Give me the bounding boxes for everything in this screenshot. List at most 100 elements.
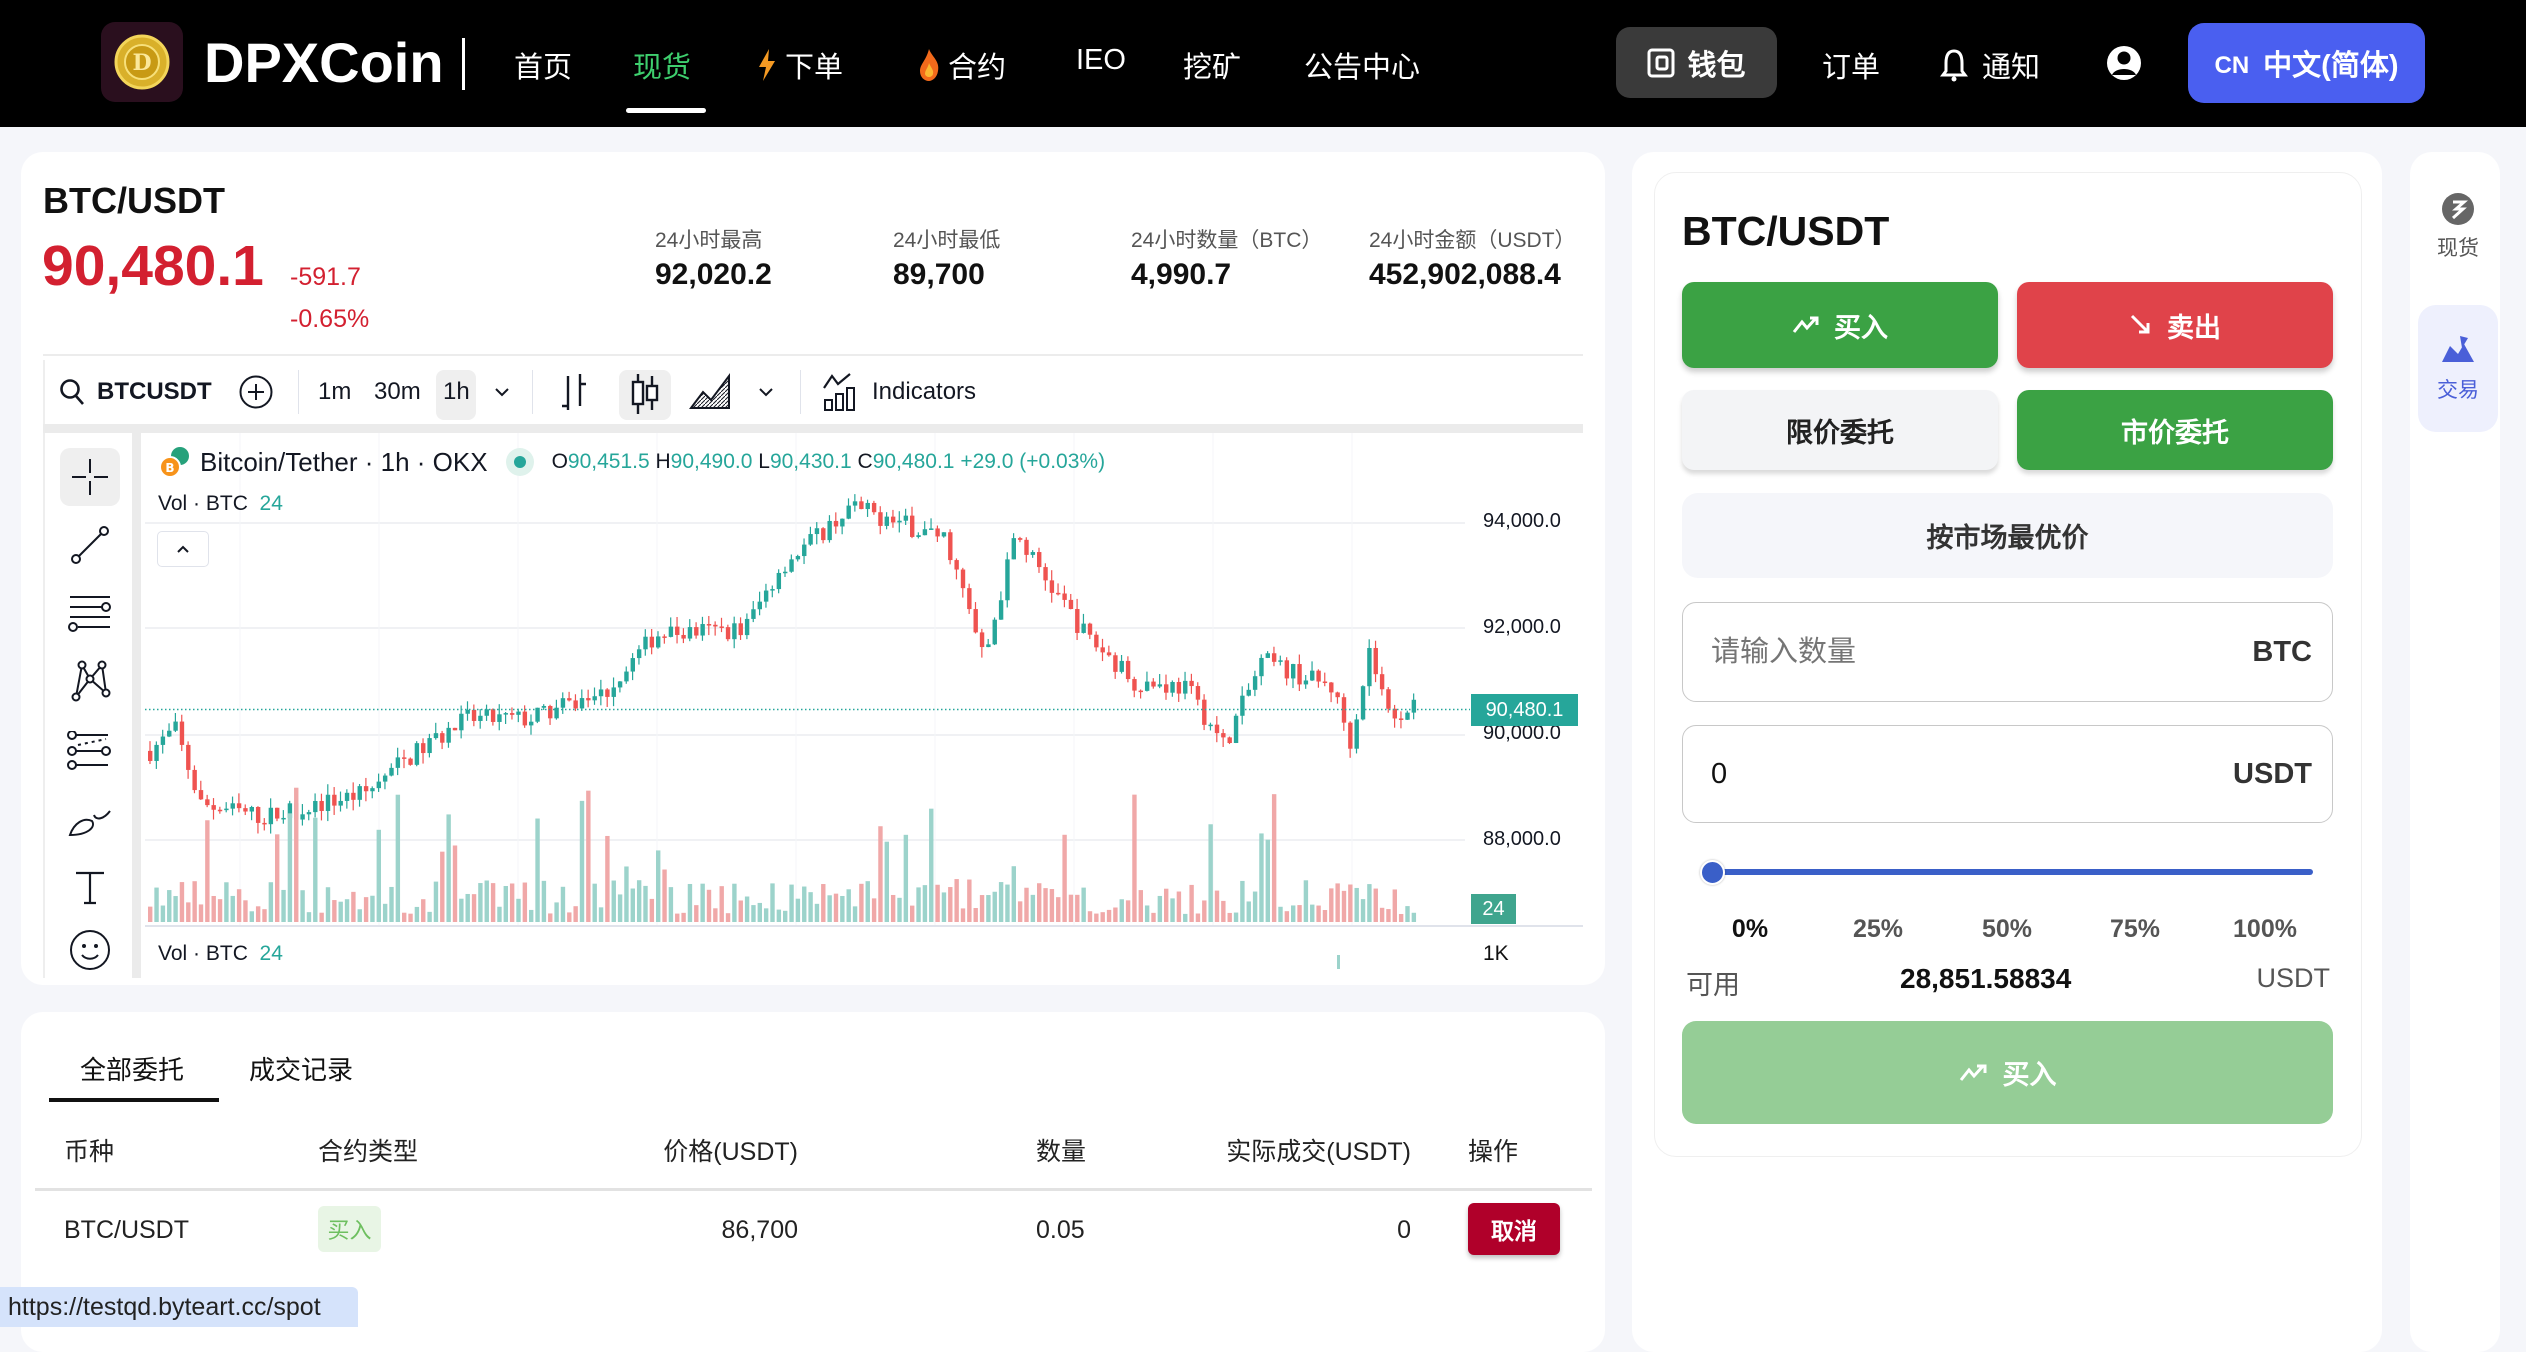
- bell-icon: [1940, 49, 1968, 82]
- volume-bar: [217, 899, 223, 922]
- crosshair-tool[interactable]: [60, 448, 120, 506]
- candle-body: [1049, 580, 1055, 593]
- percent-75[interactable]: 75%: [2109, 915, 2161, 943]
- wallet-button[interactable]: 钱包: [1616, 27, 1777, 98]
- pattern-icon: [71, 660, 111, 702]
- slider-track: [1708, 869, 2313, 875]
- candle-body: [1379, 674, 1385, 690]
- horizontal-lines-tool[interactable]: [60, 584, 120, 642]
- market-order-button[interactable]: 市价委托: [2017, 390, 2333, 470]
- chevron-down-icon[interactable]: [757, 385, 775, 399]
- indicators-button[interactable]: Indicators: [872, 378, 977, 405]
- candle-body: [1132, 679, 1137, 691]
- search-icon[interactable]: [58, 377, 86, 407]
- tab-trade-history[interactable]: 成交记录: [249, 1055, 354, 1085]
- candle-body: [554, 707, 559, 719]
- percent-0[interactable]: 0%: [1731, 915, 1769, 943]
- rail-spot[interactable]: 现货: [2418, 192, 2498, 272]
- logo-icon[interactable]: D: [101, 22, 183, 102]
- volume-bar: [1189, 884, 1194, 922]
- drawing-toolbar: [43, 433, 141, 978]
- fib-tool[interactable]: [60, 722, 120, 780]
- fibonacci-icon: [67, 731, 111, 770]
- collapse-legend-button[interactable]: [157, 531, 209, 567]
- candle-body: [148, 750, 153, 761]
- volume-bar: [1329, 888, 1334, 922]
- candle-body: [446, 727, 451, 743]
- cancel-order-button[interactable]: 取消: [1468, 1203, 1560, 1255]
- percent-25[interactable]: 25%: [1852, 915, 1904, 943]
- candles-chart-type-icon[interactable]: [628, 372, 662, 416]
- quantity-input[interactable]: BTC: [1682, 602, 2333, 702]
- trend-line-tool[interactable]: [60, 516, 120, 574]
- rail-trade[interactable]: 交易: [2418, 305, 2498, 432]
- nav-notifications[interactable]: 通知: [1940, 44, 2040, 86]
- tab-all-orders[interactable]: 全部委托: [80, 1055, 185, 1085]
- interval-1h[interactable]: 1h: [443, 378, 470, 405]
- slider-thumb[interactable]: [1700, 860, 1725, 885]
- bar-chart-type-icon[interactable]: [558, 372, 590, 412]
- nav-spot[interactable]: 现货: [633, 44, 691, 86]
- candle-body: [827, 520, 832, 541]
- interval-1m[interactable]: 1m: [318, 378, 352, 405]
- candle-body: [751, 609, 756, 619]
- volume-pane-legend: Vol · BTC 24: [158, 942, 283, 966]
- percent-50[interactable]: 50%: [1981, 915, 2033, 943]
- volume-bar: [1208, 824, 1213, 922]
- quantity-field[interactable]: [1711, 635, 2111, 669]
- emoji-tool[interactable]: [60, 926, 120, 970]
- market-status-dot: [505, 448, 534, 476]
- candle-body: [687, 627, 693, 639]
- candle-body: [1341, 697, 1347, 723]
- nav-ieo[interactable]: IEO: [1076, 44, 1126, 77]
- nav-contract[interactable]: 合约: [918, 44, 1006, 86]
- candle-body: [548, 705, 553, 719]
- nav-announcements[interactable]: 公告中心: [1304, 44, 1420, 86]
- nav-home[interactable]: 首页: [514, 44, 572, 86]
- chevron-down-icon[interactable]: [493, 385, 511, 399]
- volume-bar: [668, 887, 674, 922]
- amount-input[interactable]: 0 USDT: [1682, 725, 2333, 823]
- volume-bar: [522, 882, 528, 922]
- volume-bar: [713, 908, 718, 922]
- add-symbol-icon[interactable]: [238, 374, 274, 410]
- candle-body: [224, 808, 229, 811]
- volume-axis-label: 1K: [1483, 942, 1509, 965]
- submit-buy-button[interactable]: 买入: [1682, 1021, 2333, 1124]
- volume-bar: [611, 880, 616, 922]
- indicators-icon[interactable]: [822, 372, 858, 412]
- percent-100[interactable]: 100%: [2233, 915, 2297, 943]
- volume-bar: [802, 886, 807, 922]
- volume-bar: [376, 829, 381, 922]
- candlestick-chart[interactable]: [145, 433, 1583, 978]
- area-chart-type-icon[interactable]: [689, 372, 735, 412]
- volume-bar: [497, 906, 502, 922]
- candle-body: [821, 528, 826, 541]
- candle-body: [852, 501, 858, 506]
- symbol-search[interactable]: BTCUSDT: [97, 378, 212, 405]
- pattern-tool[interactable]: [60, 652, 120, 710]
- sell-tab-button[interactable]: 卖出: [2017, 282, 2333, 368]
- volume-bar: [160, 905, 166, 922]
- language-button[interactable]: CN 中文(简体): [2188, 23, 2425, 103]
- volume-bar: [1106, 909, 1112, 922]
- percent-slider[interactable]: [1700, 860, 2315, 890]
- volume-bar: [656, 850, 661, 922]
- volume-bar: [363, 897, 369, 922]
- nav-order[interactable]: 下单: [757, 44, 843, 86]
- nav-orders[interactable]: 订单: [1822, 44, 1880, 86]
- user-avatar-icon[interactable]: [2106, 44, 2142, 82]
- candle-body: [783, 571, 788, 574]
- row-price: 86,700: [721, 1216, 798, 1244]
- trend-down-icon: [2130, 314, 2150, 334]
- limit-order-button[interactable]: 限价委托: [1682, 390, 1998, 470]
- candle-body: [205, 799, 210, 806]
- brush-tool[interactable]: [60, 790, 120, 848]
- ohlc-o-label: O: [551, 450, 568, 473]
- interval-30m[interactable]: 30m: [374, 378, 421, 405]
- volume-bar: [821, 884, 826, 922]
- brand-name[interactable]: DPXCoin: [204, 31, 444, 94]
- buy-tab-button[interactable]: 买入: [1682, 282, 1998, 368]
- nav-mining[interactable]: 挖矿: [1183, 44, 1241, 86]
- text-tool[interactable]: [60, 858, 120, 916]
